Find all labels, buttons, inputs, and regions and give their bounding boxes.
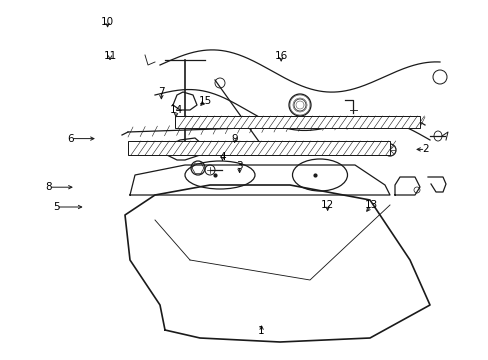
Text: 13: 13 [364,200,378,210]
Text: 1: 1 [258,326,264,336]
Text: 5: 5 [53,202,60,212]
Text: 16: 16 [274,51,287,61]
Text: 9: 9 [231,134,238,144]
Bar [175,116,419,128]
Text: 10: 10 [101,17,114,27]
Text: 12: 12 [320,200,334,210]
Ellipse shape [194,165,201,171]
Text: 8: 8 [45,182,52,192]
Text: 7: 7 [158,87,164,97]
Text: 3: 3 [236,161,243,171]
Text: 14: 14 [169,105,183,115]
Text: 15: 15 [198,96,212,106]
Text: 4: 4 [219,152,225,162]
Text: 2: 2 [421,144,428,154]
Text: 11: 11 [103,51,117,61]
Text: 6: 6 [67,134,74,144]
Bar [128,141,389,155]
